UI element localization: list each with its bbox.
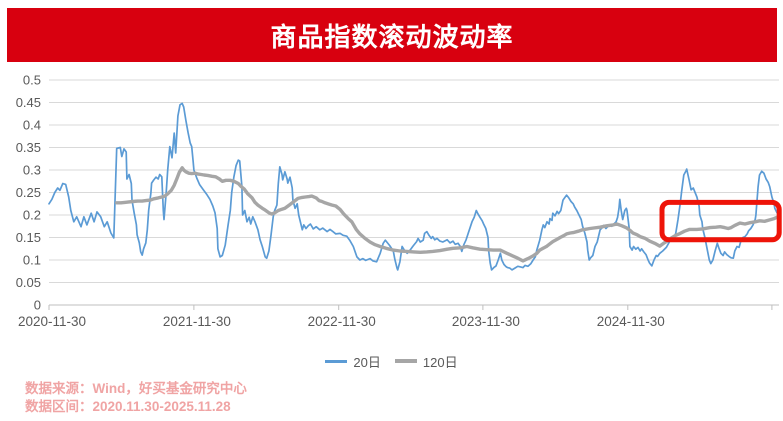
y-tick-label: 0.3 (23, 163, 41, 178)
y-tick-label: 0 (34, 298, 41, 313)
y-tick-label: 0.35 (16, 140, 41, 155)
series-line-120d (114, 166, 779, 263)
legend-swatch-20d-line (325, 359, 348, 363)
data-range-line: 数据区间：2020.11.30-2025.11.28 (25, 399, 231, 414)
y-tick-label: 0.4 (23, 118, 41, 133)
x-tick-label: 2020-11-30 (18, 314, 86, 329)
chart-legend: 20日 120日 (0, 350, 783, 372)
legend-label-20d: 20日 (353, 354, 381, 370)
x-tick-label: 2024-11-30 (597, 314, 665, 329)
footer-notes: 数据来源：Wind，好买基金研究中心 数据区间：2020.11.30-2025.… (25, 380, 247, 416)
data-source-line: 数据来源：Wind，好买基金研究中心 (25, 381, 247, 396)
y-tick-label: 0.15 (16, 230, 41, 245)
y-tick-label: 0.5 (23, 73, 41, 88)
legend-swatch-120d-line (394, 359, 417, 363)
legend-item-120d: 120日 (394, 352, 458, 371)
y-tick-label: 0.2 (23, 208, 41, 223)
y-tick-label: 0.25 (16, 185, 41, 200)
legend-label-120d: 120日 (422, 354, 458, 370)
series-line-20d (48, 102, 778, 271)
chart-title-banner: 商品指数滚动波动率 (7, 8, 777, 62)
y-tick-label: 0.45 (16, 95, 41, 110)
highlight-box-annotation (659, 199, 782, 243)
chart-title: 商品指数滚动波动率 (270, 21, 514, 52)
x-tick-label: 2021-11-30 (163, 314, 231, 329)
x-tick-label: 2023-11-30 (452, 314, 520, 329)
legend-item-20d: 20日 (325, 352, 381, 371)
x-tick-label: 2022-11-30 (308, 314, 376, 329)
y-tick-label: 0.05 (16, 275, 41, 290)
y-tick-label: 0.1 (23, 253, 41, 268)
